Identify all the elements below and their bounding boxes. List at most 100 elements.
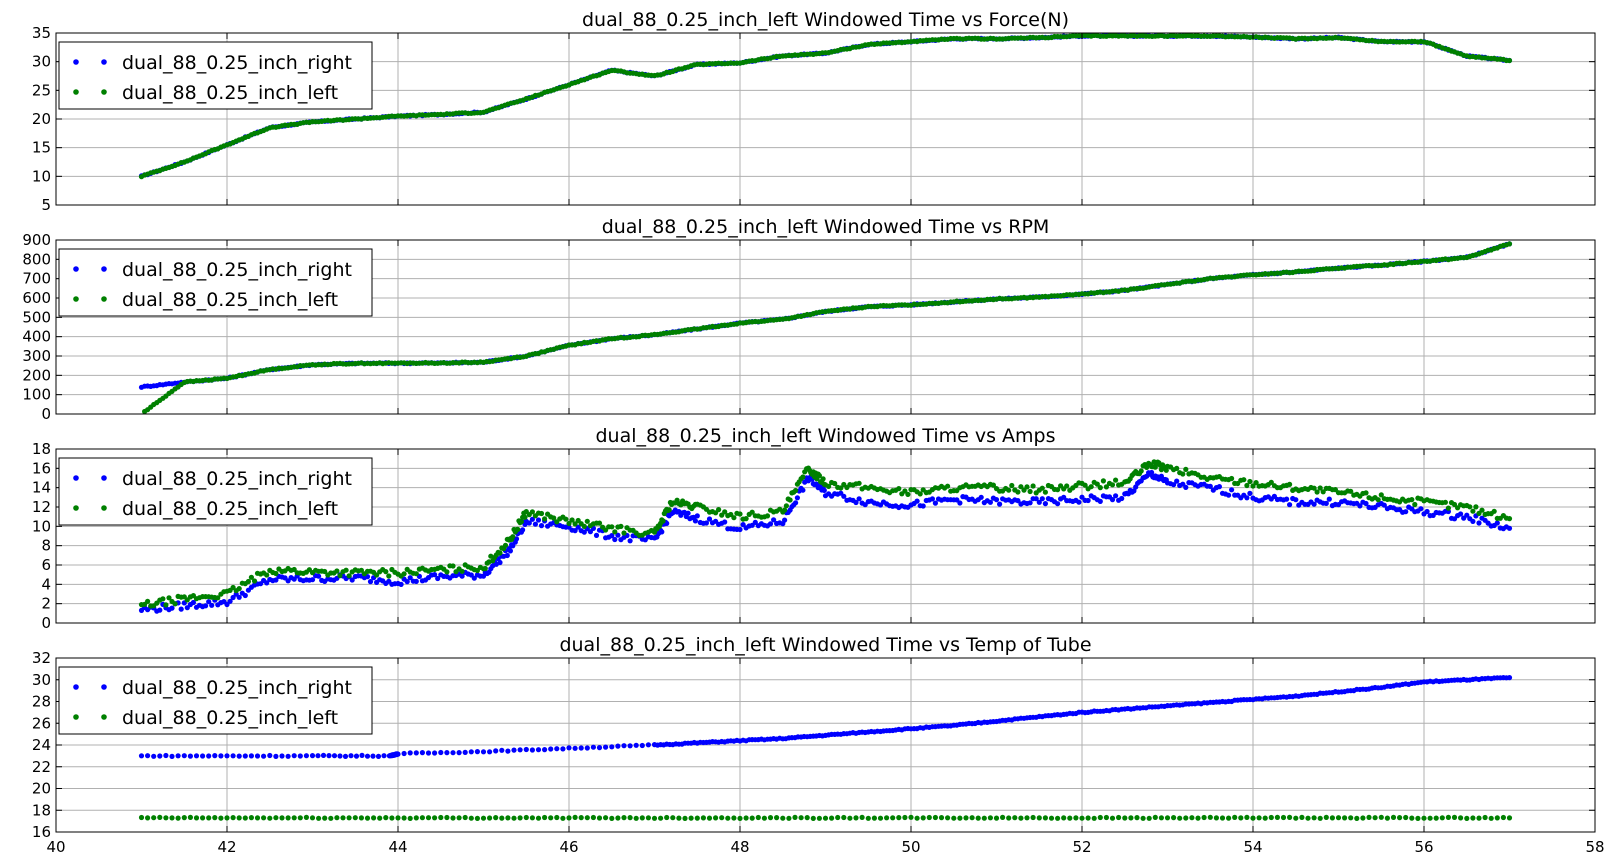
data-point — [752, 519, 758, 526]
data-point — [560, 746, 566, 752]
data-point — [206, 599, 212, 605]
data-point — [1415, 815, 1421, 822]
data-point — [782, 517, 788, 523]
y-tick-label: 10 — [32, 517, 51, 535]
data-point — [359, 752, 365, 759]
data-point — [578, 745, 584, 751]
data-point — [1138, 468, 1144, 474]
data-point — [761, 815, 768, 821]
data-point — [1244, 495, 1250, 501]
data-point — [1342, 815, 1348, 821]
data-point — [660, 518, 666, 524]
data-point — [1323, 500, 1329, 506]
data-point — [1171, 482, 1177, 488]
data-point — [462, 749, 468, 756]
data-point — [273, 753, 279, 760]
data-point — [987, 499, 994, 505]
data-point — [1366, 814, 1372, 821]
data-point — [1451, 501, 1458, 508]
data-point — [658, 815, 664, 821]
data-point — [285, 753, 291, 759]
data-point — [1226, 815, 1232, 821]
legend-label: dual_88_0.25_inch_left — [122, 82, 338, 104]
data-point — [1109, 482, 1116, 488]
data-point — [902, 814, 908, 821]
data-point — [596, 520, 603, 526]
legend-marker — [101, 714, 107, 720]
data-point — [792, 814, 798, 821]
data-point — [401, 750, 407, 757]
data-point — [187, 814, 193, 821]
data-point — [482, 565, 488, 572]
data-point — [957, 500, 963, 506]
data-point — [398, 581, 404, 588]
data-point — [767, 521, 774, 527]
data-point — [853, 815, 859, 821]
legend-marker — [101, 296, 107, 302]
data-point — [1061, 494, 1067, 500]
data-point — [542, 814, 548, 821]
legend-marker — [101, 266, 107, 272]
data-point — [157, 814, 163, 821]
y-tick-label: 500 — [22, 308, 51, 326]
data-point — [279, 815, 285, 821]
data-point — [664, 814, 670, 821]
legend: dual_88_0.25_inch_right dual_88_0.25_inch… — [58, 666, 373, 735]
y-tick-label: 600 — [22, 289, 51, 307]
y-tick-label: 35 — [32, 24, 51, 42]
data-point — [462, 814, 468, 821]
chart-title: dual_88_0.25_inch_left Windowed Time vs … — [582, 9, 1069, 31]
legend-marker — [101, 59, 107, 65]
x-tick-label: 44 — [388, 838, 407, 856]
data-point — [1158, 815, 1164, 821]
chart-title: dual_88_0.25_inch_left Windowed Time vs … — [559, 634, 1091, 656]
data-point — [951, 815, 957, 821]
data-point — [215, 595, 221, 601]
data-point — [584, 745, 590, 751]
x-tick-label: 58 — [1585, 838, 1604, 856]
legend-label: dual_88_0.25_inch_right — [122, 52, 352, 74]
data-point — [902, 488, 908, 494]
data-point — [932, 814, 939, 821]
data-point — [1473, 504, 1479, 510]
data-point — [487, 815, 493, 821]
data-point — [1506, 57, 1513, 64]
data-point — [227, 598, 233, 604]
data-point — [542, 516, 548, 522]
data-point — [572, 521, 578, 527]
data-point — [920, 815, 926, 821]
data-point — [755, 814, 761, 821]
legend-marker — [101, 684, 107, 690]
data-point — [1207, 814, 1213, 820]
data-point — [493, 748, 499, 754]
data-point — [764, 513, 771, 519]
data-point — [175, 753, 181, 759]
data-point — [841, 814, 847, 821]
data-point — [309, 753, 316, 759]
y-tick-label: 0 — [41, 405, 51, 423]
data-point — [1183, 466, 1189, 472]
data-point — [507, 548, 513, 554]
data-point — [526, 520, 532, 526]
data-point — [169, 815, 175, 821]
data-point — [612, 536, 618, 543]
data-point — [609, 815, 615, 822]
data-point — [1439, 815, 1445, 821]
data-point — [838, 485, 844, 491]
data-point — [432, 815, 438, 821]
data-point — [584, 518, 590, 524]
data-point — [841, 493, 847, 499]
data-point — [612, 529, 618, 535]
data-point — [1000, 814, 1006, 821]
data-point — [187, 753, 193, 759]
data-point — [1018, 484, 1024, 490]
data-point — [566, 520, 572, 527]
data-point — [230, 753, 236, 759]
data-point — [474, 749, 480, 755]
data-point — [621, 815, 627, 821]
data-point — [138, 814, 145, 821]
data-point — [1335, 815, 1342, 821]
data-point — [993, 497, 1000, 503]
data-point — [884, 815, 890, 821]
data-point — [1470, 815, 1476, 821]
